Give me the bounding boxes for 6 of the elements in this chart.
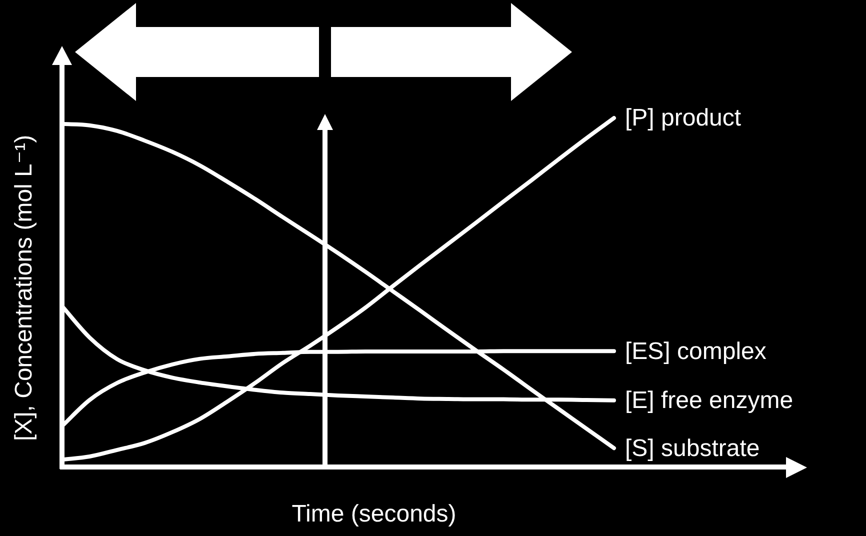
series-label: [ES] complex (625, 338, 766, 365)
series-label: [S] substrate (625, 434, 760, 462)
y-axis-title: [X], Concentrations (mol L⁻¹) (10, 134, 38, 442)
x-axis-title: Time (seconds) (292, 500, 456, 528)
series-label: [E] free enzyme (625, 386, 794, 414)
series-label: [P] product (625, 104, 742, 132)
